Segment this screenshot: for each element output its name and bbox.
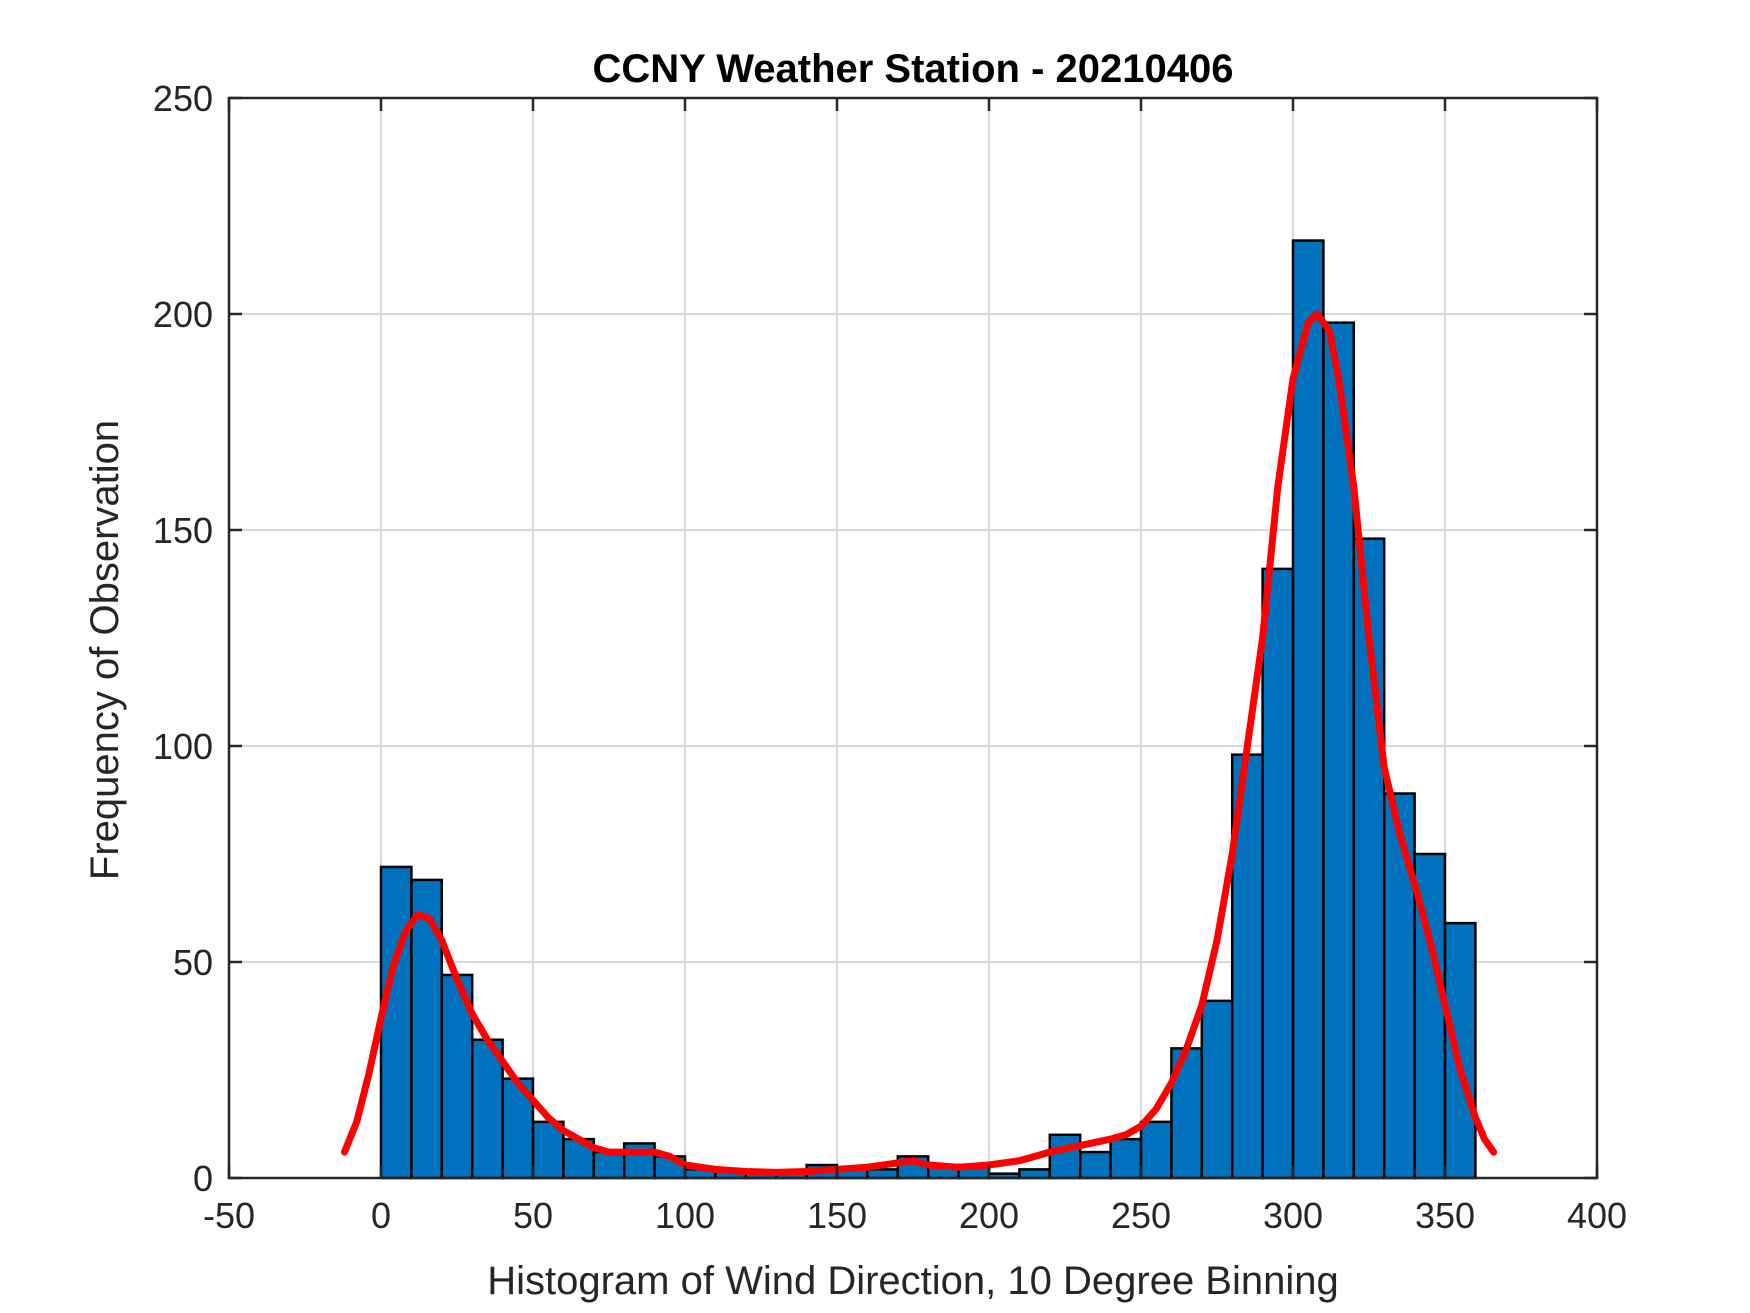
y-tick-label: 100 <box>153 726 213 767</box>
histogram-bar <box>1261 567 1295 1180</box>
histogram-bar <box>1443 921 1477 1180</box>
x-tick-label: 100 <box>655 1195 715 1236</box>
histogram-bar <box>1139 1120 1173 1180</box>
fit-curve-layer <box>341 310 1498 1176</box>
x-tick-label: 150 <box>807 1195 867 1236</box>
histogram-bar <box>1109 1137 1143 1180</box>
x-axis-label: Histogram of Wind Direction, 10 Degree B… <box>487 1259 1339 1303</box>
histogram-bar <box>410 878 444 1180</box>
x-tick-label: 300 <box>1263 1195 1323 1236</box>
y-tick-label: 200 <box>153 294 213 335</box>
histogram-bar <box>1291 239 1325 1180</box>
x-tick-label: 400 <box>1567 1195 1627 1236</box>
y-tick-label: 0 <box>193 1158 213 1199</box>
x-tick-label: 200 <box>959 1195 1019 1236</box>
y-axis-label: Frequency of Observation <box>83 420 127 880</box>
histogram-bar <box>379 865 413 1180</box>
axis-ticks: -50 0 50 100 150 200 250 300 350 4000501001502002… <box>153 78 1627 1236</box>
x-tick-label: 350 <box>1415 1195 1475 1236</box>
histogram-bar <box>592 1150 626 1180</box>
x-tick-label: 50 <box>513 1195 553 1236</box>
histogram-bar <box>866 1168 900 1180</box>
histogram-bar <box>1200 999 1234 1180</box>
histogram-bar <box>1018 1168 1052 1180</box>
x-tick-label: 250 <box>1111 1195 1171 1236</box>
axes-box <box>227 96 1599 1180</box>
y-tick-label: 250 <box>153 78 213 119</box>
y-tick-label: 150 <box>153 510 213 551</box>
x-tick-label: 0 <box>371 1195 391 1236</box>
histogram-bar <box>1078 1150 1112 1180</box>
x-tick-label: -50 <box>203 1195 255 1236</box>
histogram-bar <box>1382 792 1416 1180</box>
fit-curve <box>341 310 1498 1176</box>
chart-title: CCNY Weather Station - 20210406 <box>593 47 1234 91</box>
histogram-bar <box>1048 1133 1082 1180</box>
y-tick-label: 50 <box>173 942 213 983</box>
